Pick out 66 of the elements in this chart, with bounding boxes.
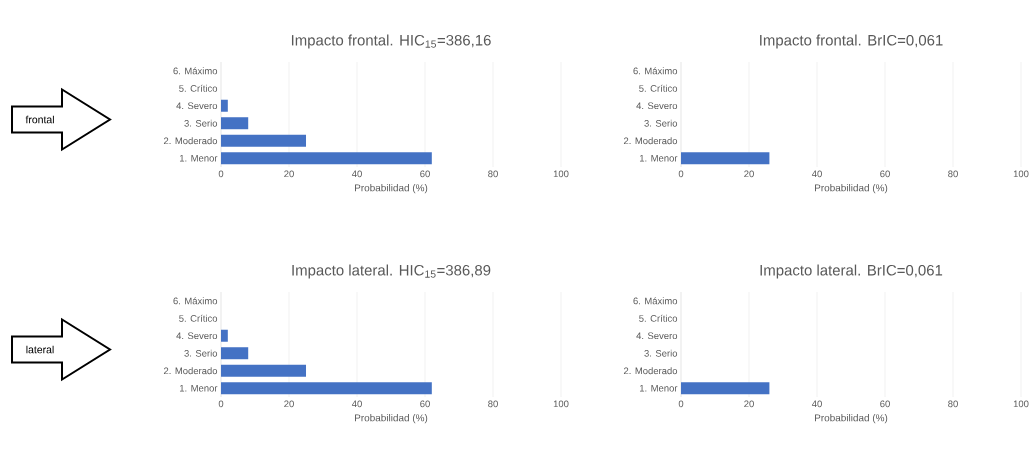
y-tick-label: 1. Menor	[179, 154, 218, 162]
chart-title: Impacto frontal. BrIC=0,061	[760, 34, 943, 49]
y-tick-label: 4. Severo	[176, 102, 218, 110]
chart-title: Impacto lateral. BrIC=0,061	[760, 264, 943, 279]
y-tick-label: 3. Serio	[644, 119, 678, 127]
bar	[221, 329, 228, 342]
text: frontal	[25, 115, 54, 124]
y-tick-label: 3. Serio	[644, 349, 678, 357]
y-tick-label: 5. Crítico	[179, 84, 218, 92]
bar	[221, 347, 249, 360]
y-tick-label: 2. Moderado	[163, 137, 218, 145]
x-tick-label: 80	[948, 400, 958, 408]
y-tick-label: 2. Moderado	[163, 367, 218, 375]
chart-title: Impacto frontal. HIC$_{15}$=386,16	[291, 34, 491, 49]
x-axis-title: Probabilidad (%)	[815, 184, 888, 194]
x-tick-label: 40	[811, 400, 822, 408]
y-tick-label: 5. Crítico	[179, 314, 218, 322]
x-tick-label: 100	[1013, 400, 1029, 408]
y-tick-label: 4. Severo	[636, 332, 678, 340]
bar	[221, 134, 307, 147]
y-tick-label: 4. Severo	[176, 332, 218, 340]
y-tick-label: 5. Crítico	[639, 314, 678, 322]
x-tick-label: 40	[811, 170, 822, 178]
bar	[221, 99, 228, 112]
x-axis-title: Probabilidad (%)	[355, 184, 428, 194]
y-tick-label: 5. Crítico	[639, 84, 678, 92]
x-tick-label: 100	[553, 170, 569, 178]
bar	[221, 117, 249, 130]
y-tick-label: 6. Máximo	[173, 297, 218, 305]
chart-title: Impacto lateral. HIC$_{15}$=386,89	[292, 264, 491, 279]
x-tick-label: 80	[488, 170, 498, 178]
x-tick-label: 60	[420, 400, 430, 408]
y-tick-label: 1. Menor	[179, 384, 218, 392]
x-tick-label: 60	[420, 170, 430, 178]
y-tick-label: 2. Moderado	[623, 367, 678, 375]
y-tick-label: 6. Máximo	[633, 67, 678, 75]
y-tick-label: 6. Máximo	[633, 297, 678, 305]
x-tick-label: 0	[218, 400, 224, 408]
x-tick-label: 20	[744, 400, 754, 408]
x-tick-label: 60	[880, 170, 890, 178]
x-tick-label: 0	[678, 170, 684, 178]
y-tick-label: 3. Serio	[184, 349, 218, 357]
x-axis-title: Probabilidad (%)	[815, 414, 888, 424]
x-tick-label: 20	[284, 400, 294, 408]
x-tick-label: 0	[678, 400, 684, 408]
x-tick-label: 80	[488, 400, 498, 408]
x-tick-label: 80	[948, 170, 958, 178]
y-tick-label: 3. Serio	[184, 119, 218, 127]
text: lateral	[26, 345, 54, 354]
x-tick-label: 20	[284, 170, 294, 178]
y-tick-label: 6. Máximo	[173, 67, 218, 75]
bar	[221, 364, 307, 377]
x-tick-label: 60	[880, 400, 890, 408]
x-tick-label: 100	[1013, 170, 1029, 178]
y-tick-label: 2. Moderado	[623, 137, 678, 145]
x-tick-label: 40	[351, 400, 362, 408]
y-tick-label: 1. Menor	[639, 384, 678, 392]
x-tick-label: 100	[553, 400, 569, 408]
bar	[221, 152, 432, 165]
bar	[221, 382, 432, 395]
y-tick-label: 4. Severo	[636, 102, 678, 110]
y-tick-label: 1. Menor	[639, 154, 678, 162]
x-tick-label: 40	[351, 170, 362, 178]
x-axis-title: Probabilidad (%)	[355, 414, 428, 424]
x-tick-label: 20	[744, 170, 754, 178]
x-tick-label: 0	[218, 170, 224, 178]
